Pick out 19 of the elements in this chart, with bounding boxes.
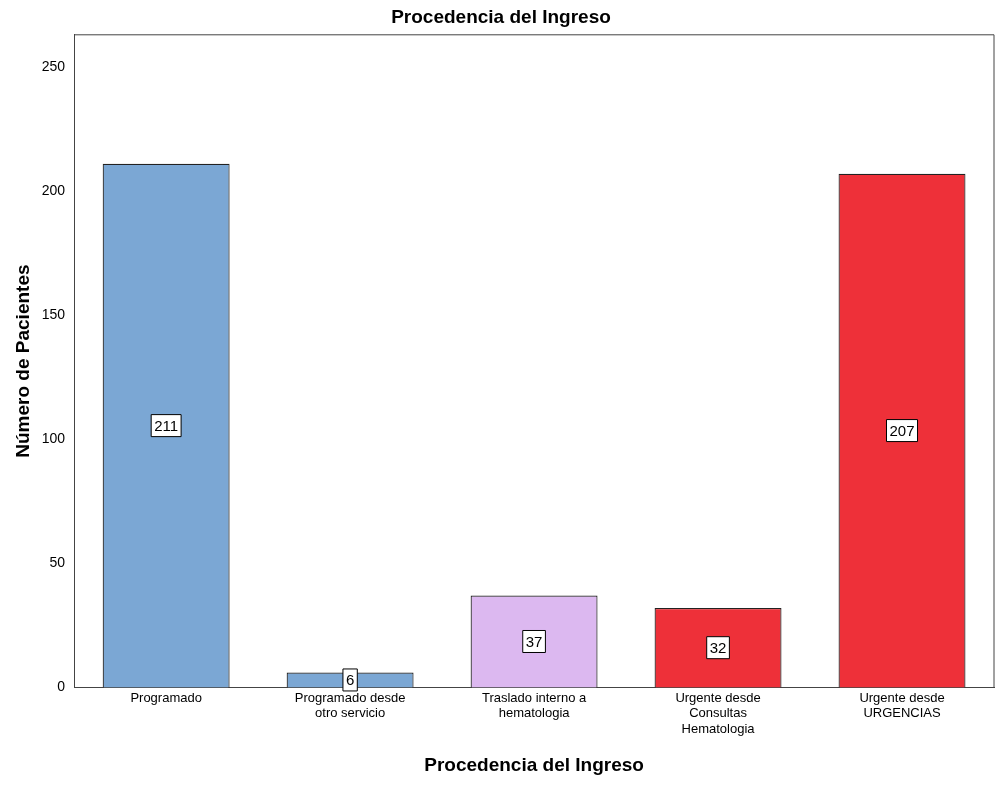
y-axis-title: Número de Pacientes	[11, 264, 33, 458]
x-tick-label: Programado desde otro servicio	[294, 689, 406, 721]
y-tick-label: 150	[41, 306, 66, 323]
x-tick-label: Urgente desde URGENCIAS	[859, 689, 945, 721]
data-label: 6	[345, 671, 355, 689]
data-label: 37	[525, 632, 543, 650]
x-axis-title: Procedencia del Ingreso	[424, 753, 644, 775]
x-tick-label: Programado	[130, 689, 202, 705]
y-tick-label: 0	[57, 678, 66, 695]
data-label: 207	[889, 421, 915, 439]
x-tick-label: Urgente desde Consultas Hematologia	[675, 689, 761, 736]
y-tick-label: 250	[41, 57, 66, 74]
y-tick-label: 50	[49, 554, 66, 571]
y-tick-label: 200	[41, 181, 66, 198]
data-label: 211	[154, 416, 179, 434]
y-tick-label: 100	[41, 430, 66, 447]
chart-title: Procedencia del Ingreso	[391, 5, 611, 27]
data-label: 32	[709, 638, 727, 656]
x-tick-label: Traslado interno a hematologia	[481, 689, 587, 721]
